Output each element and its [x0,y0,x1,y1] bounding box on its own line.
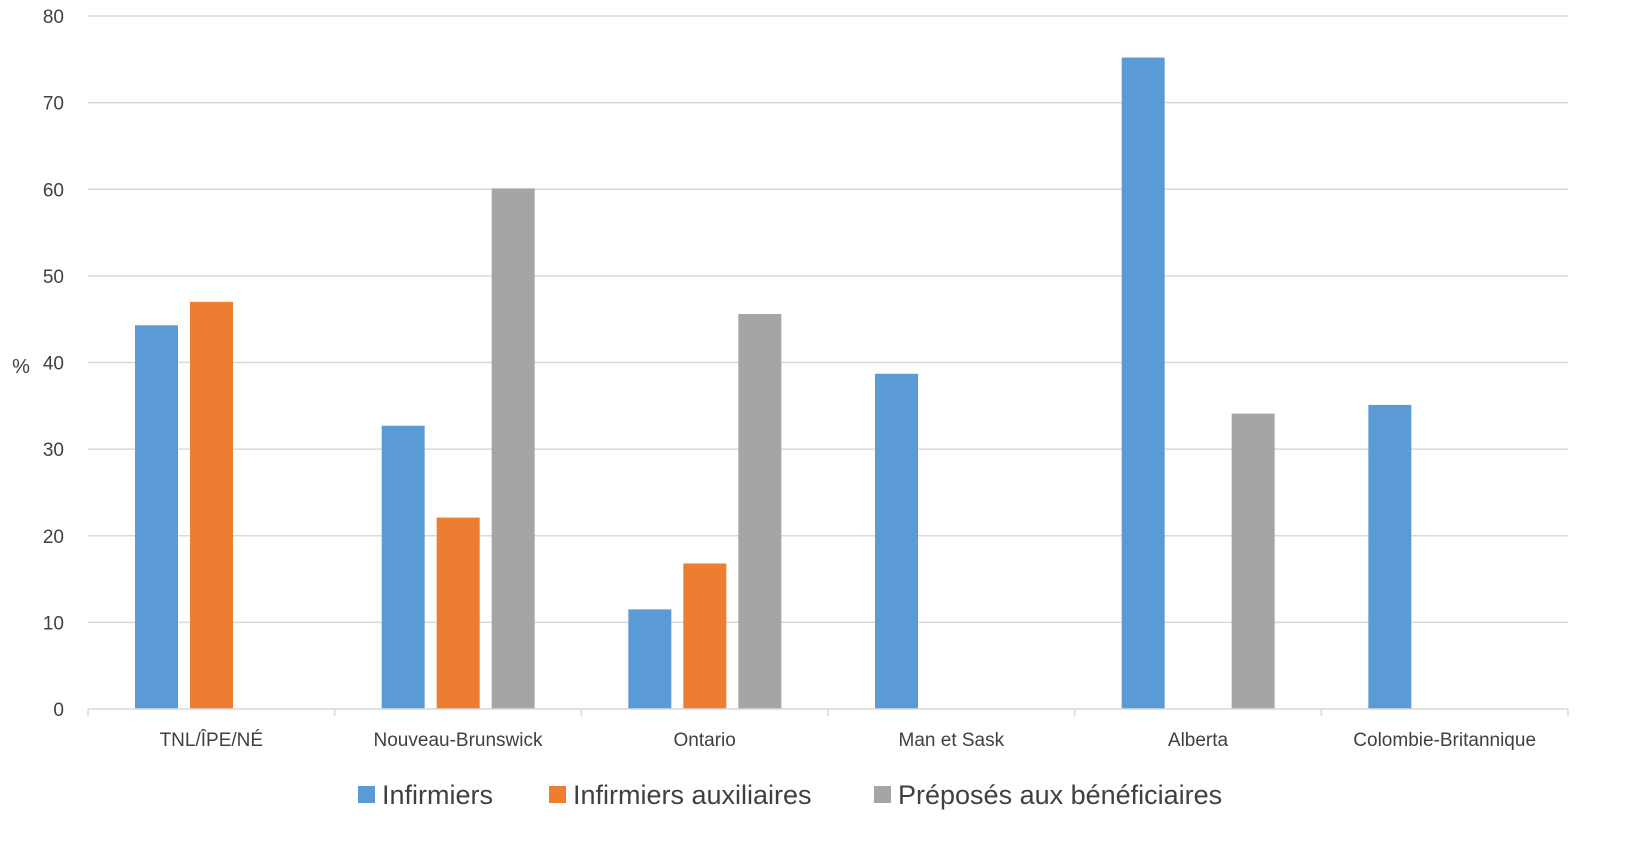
bar-1-3 [628,609,672,709]
legend-label: Infirmiers auxiliaires [573,780,812,810]
bar-1-6 [1368,404,1412,709]
y-tick-label: 30 [43,440,64,461]
x-tick-label: Man et Sask [899,730,1005,751]
legend-label: Infirmiers [382,780,493,810]
gridlines [88,15,1568,624]
bar-3-3 [738,313,782,709]
y-tick-label: 70 [43,94,64,115]
y-tick-label: 50 [43,267,64,288]
y-axis-label: % [12,356,30,378]
bar-1-2 [381,425,425,709]
bar-2-2 [436,517,480,709]
y-tick-label: 20 [43,527,64,548]
legend-item: Infirmiers auxiliaires [549,780,812,810]
y-tick-label: 60 [43,180,64,201]
y-axis-ticks: 0 10 20 30 40 50 60 70 80 [43,7,64,721]
bar-3-2 [491,188,535,710]
y-tick-label: 10 [43,613,64,634]
legend-label: Préposés aux bénéficiaires [898,780,1222,810]
legend-item: Infirmiers [358,780,493,810]
bar-1-1 [135,325,178,709]
x-tick-label: Alberta [1168,730,1229,751]
legend-item: Préposés aux bénéficiaires [874,780,1222,810]
legend: Infirmiers Infirmiers auxiliaires Préposés… [358,780,1222,810]
legend-swatch [358,786,375,803]
legend-swatch [549,786,566,803]
x-tick-label: TNL/ÎPE/NÉ [160,729,263,751]
bar-1-4 [875,373,918,709]
y-tick-label: 40 [43,354,64,375]
y-tick-label: 0 [53,700,64,721]
bar-2-3 [683,563,727,709]
bars [135,57,1412,710]
y-tick-label: 80 [43,7,64,28]
x-axis-ticks: TNL/ÎPE/NÉ Nouveau-Brunswick Ontario Man et… [87,709,1569,751]
legend-swatch [874,786,891,803]
bar-2-1 [190,301,233,709]
x-tick-label: Nouveau-Brunswick [374,730,543,751]
bar-1-5 [1121,57,1165,709]
x-tick-label: Ontario [674,730,736,751]
bar-3-5 [1231,413,1275,709]
x-tick-label: Colombie-Britannique [1353,730,1536,751]
